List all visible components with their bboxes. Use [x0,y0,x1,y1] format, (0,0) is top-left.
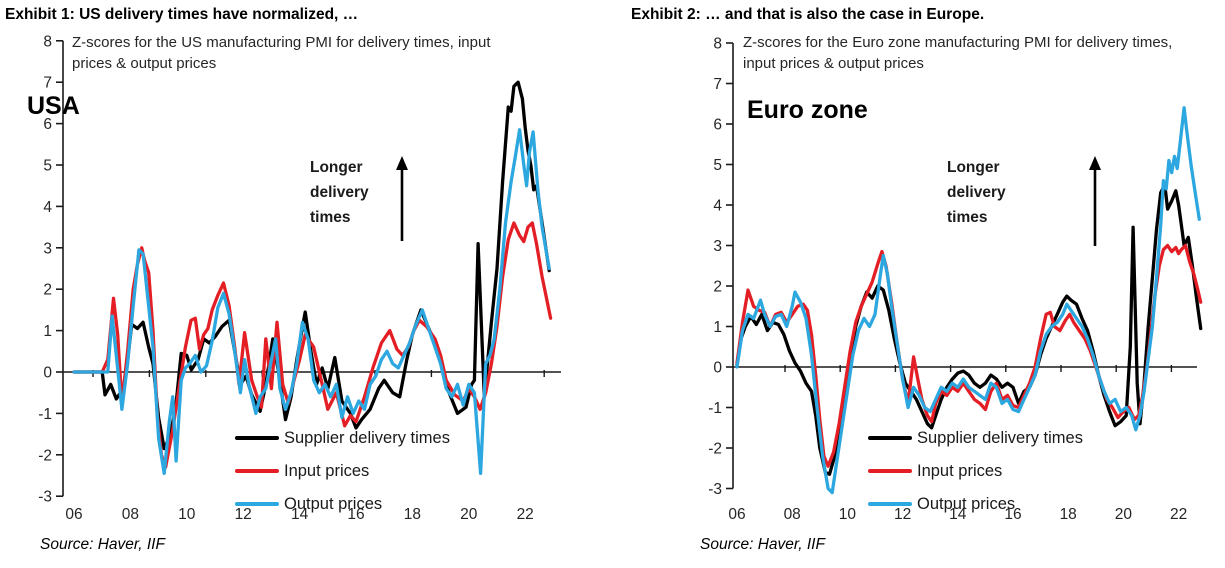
legend-label: Supplier delivery times [284,428,450,447]
legend-label: Output prices [284,494,383,513]
legend-label: Output prices [917,494,1016,513]
x-axis-label: 08 [784,506,801,523]
legend-item-input-prices: Input prices [868,461,1002,481]
y-axis-label: 6 [713,117,722,134]
y-axis-label: -1 [708,400,722,417]
red-line-swatch [868,469,912,473]
usa-longer-delivery-annotation: Longer delivery times [310,155,369,230]
y-axis-label: 2 [713,279,722,296]
red-line-swatch [235,469,279,473]
y-axis-label: 7 [43,75,52,92]
usa-source-note: Source: Haver, IIF [40,536,165,553]
y-axis-label: 5 [713,157,722,174]
x-axis-label: 18 [1060,506,1077,523]
x-axis-label: 12 [894,506,911,523]
exhibit1-title: Exhibit 1: US delivery times have normal… [5,6,359,23]
y-axis-label: 3 [43,240,52,257]
legend-item-supplier-delivery-times: Supplier delivery times [235,428,450,448]
y-axis-label: -1 [38,406,52,423]
y-axis-label: 3 [713,238,722,255]
y-axis-label: 1 [43,323,52,340]
x-axis-label: 22 [1170,506,1187,523]
blue-line-swatch [235,502,279,506]
y-axis-label: 5 [43,158,52,175]
legend-label: Input prices [284,461,370,480]
x-axis-label: 22 [517,506,534,523]
x-axis-label: 10 [178,506,196,523]
legend-item-output-prices: Output prices [868,494,1015,514]
y-axis-label: 6 [43,116,52,133]
annotation-line: Longer [947,159,1000,176]
x-axis-label: 16 [347,506,364,523]
y-axis-label: 8 [713,36,722,53]
legend-item-input-prices: Input prices [235,461,369,481]
legend-item-supplier-delivery-times: Supplier delivery times [868,428,1083,448]
series-line-output-prices [72,128,551,476]
panel-usa: Exhibit 1: US delivery times have normal… [0,0,612,568]
y-axis-label: 8 [43,33,52,50]
x-axis-label: 06 [65,506,82,523]
y-axis-label: -3 [708,481,722,498]
x-axis-label: 18 [404,506,421,523]
annotation-line: Longer [310,159,363,176]
x-axis-label: 16 [1004,506,1021,523]
usa-region-label: USA [27,92,80,120]
y-axis-label: 4 [43,199,52,216]
x-axis-label: 10 [839,506,857,523]
annotation-line: times [310,209,351,226]
up-arrow-head [1089,156,1101,170]
y-axis-label: 7 [713,76,722,93]
black-line-swatch [868,436,912,440]
series-line-supplier-delivery-times [72,80,551,451]
usa-chart-subtitle: Z-scores for the US manufacturing PMI fo… [72,34,491,72]
y-axis-label: 1 [713,319,722,336]
x-axis-label: 12 [235,506,252,523]
panel-eurozone: Exhibit 2: … and that is also the case i… [613,0,1225,568]
legend-item-output-prices: Output prices [235,494,382,514]
series-line-output-prices [735,106,1201,495]
x-axis-label: 14 [949,506,967,523]
eurozone-source-note: Source: Haver, IIF [700,536,825,553]
y-axis-label: -2 [38,447,52,464]
x-axis-label: 08 [122,506,139,523]
eurozone-chart-subtitle: Z-scores for the Euro zone manufacturing… [743,34,1173,72]
y-axis-label: -3 [38,489,52,506]
y-axis-label: 4 [713,198,722,215]
up-arrow-head [396,156,408,170]
y-axis-label: 0 [43,365,52,382]
x-axis-label: 14 [291,506,309,523]
blue-line-swatch [868,502,912,506]
eurozone-longer-delivery-annotation: Longer delivery times [947,155,1006,230]
exhibit2-title: Exhibit 2: … and that is also the case i… [631,6,985,23]
annotation-line: times [947,209,988,226]
eurozone-region-label: Euro zone [747,96,868,124]
y-axis-label: 2 [43,282,52,299]
x-axis-label: 06 [728,506,745,523]
black-line-swatch [235,436,279,440]
y-axis-label: 0 [713,360,722,377]
annotation-line: delivery [310,184,369,201]
annotation-line: delivery [947,184,1006,201]
x-axis-label: 20 [460,506,478,523]
legend-label: Input prices [917,461,1003,480]
x-axis-label: 20 [1115,506,1133,523]
y-axis-label: -2 [708,441,722,458]
legend-label: Supplier delivery times [917,428,1083,447]
